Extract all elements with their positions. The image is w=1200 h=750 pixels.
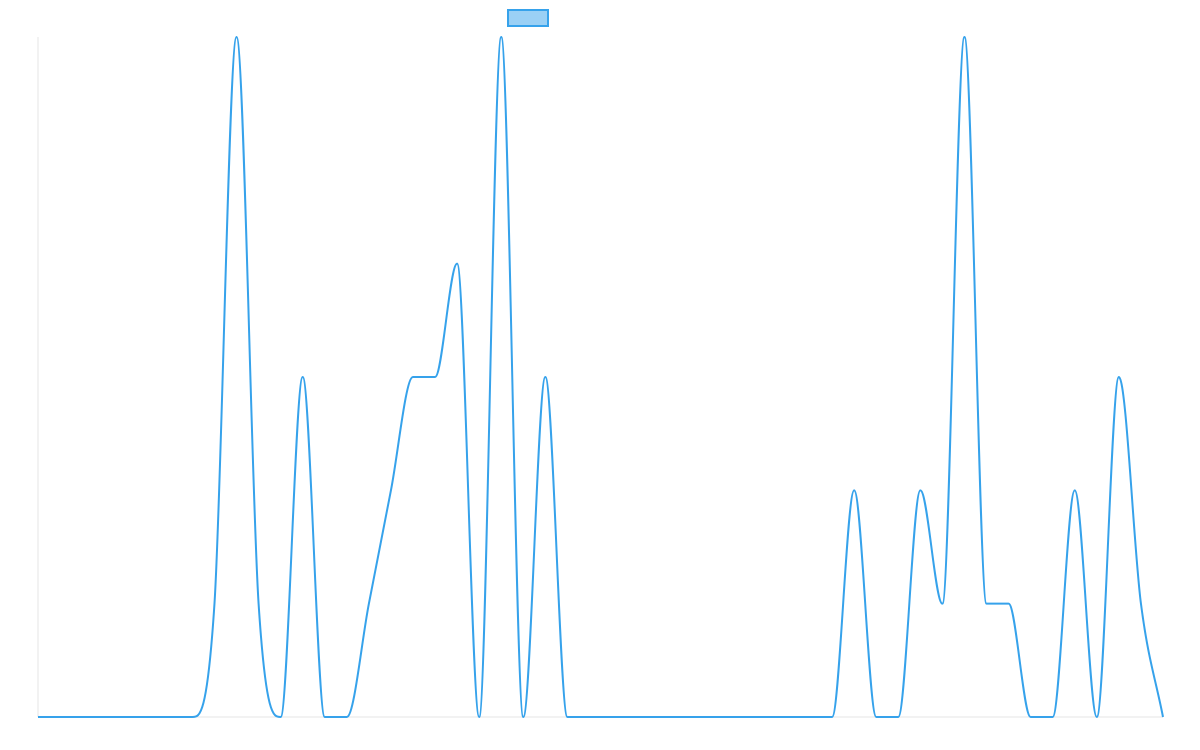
legend-swatch[interactable] (507, 9, 549, 27)
series-group (37, 36, 1164, 719)
series-line-0 (37, 36, 1164, 719)
